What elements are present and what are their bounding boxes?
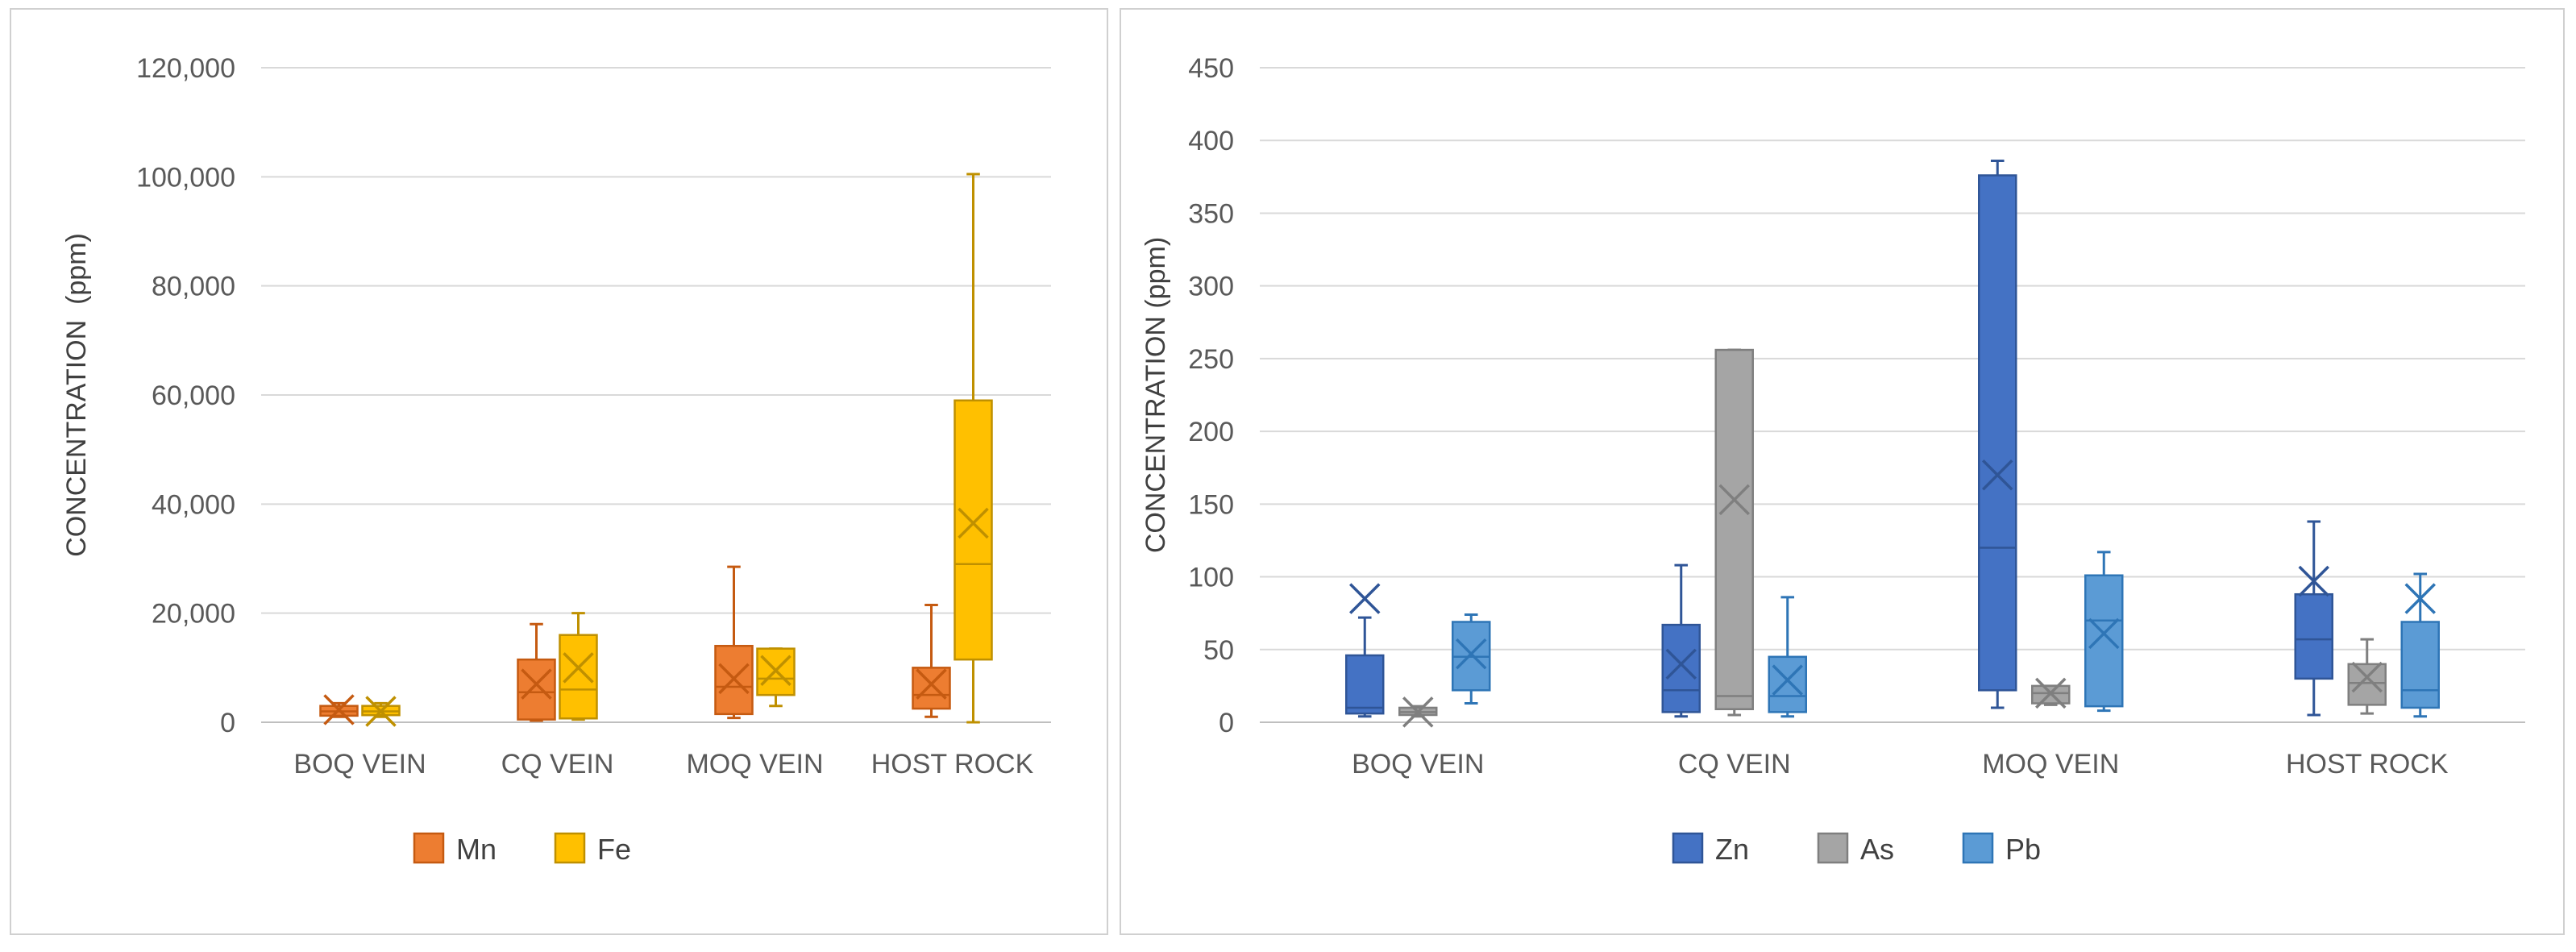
box-zn-moq-vein	[1978, 159, 2017, 709]
mean-marker	[1982, 459, 2013, 491]
mean-marker	[365, 696, 397, 727]
legend-label: As	[1860, 833, 1894, 866]
box-pb-moq-vein	[2084, 551, 2124, 713]
x-category-label: MOQ VEIN	[1982, 749, 2119, 779]
box-pb-boq-vein	[1452, 613, 1491, 705]
box-fe-cq-vein	[559, 612, 598, 721]
iqr-box	[2084, 574, 2124, 708]
y-tick-label: 120,000	[136, 53, 235, 84]
box-mn-moq-vein	[714, 565, 754, 720]
mean-marker	[2035, 677, 2067, 709]
legend-swatch	[1817, 832, 1849, 864]
box-zn-host-rock	[2294, 520, 2333, 717]
legend-item-pb: Pb	[1962, 832, 2041, 866]
box-mn-boq-vein	[319, 694, 359, 725]
box-as-moq-vein	[2031, 677, 2071, 709]
y-tick-label: 60,000	[152, 380, 235, 411]
iqr-box	[559, 634, 598, 720]
y-tick-label: 20,000	[152, 599, 235, 630]
mean-marker	[1402, 696, 1434, 728]
x-category-label: MOQ VEIN	[686, 749, 823, 779]
iqr-box	[1714, 348, 1754, 711]
box-pb-cq-vein	[1768, 596, 1807, 718]
x-category-label: CQ VEIN	[1678, 749, 1791, 779]
iqr-box	[2347, 663, 2387, 706]
x-category-label: BOQ VEIN	[293, 749, 426, 779]
chart-panel-zn-as-pb: 0 50 100 150 200 250 300 350 400 450 CONCENTRATION…	[1120, 8, 2565, 935]
mean-marker	[2298, 565, 2329, 597]
iqr-box	[954, 399, 993, 661]
y-axis-label: CONCENTRATION (ppm)	[1141, 237, 1171, 553]
legend-swatch	[554, 832, 586, 864]
iqr-box	[1661, 623, 1701, 713]
legend-swatch	[1962, 832, 1994, 864]
y-tick-label: 300	[1188, 272, 1234, 302]
mean-marker	[1772, 664, 1803, 696]
chart-panel-mn-fe: 0 20,000 40,000 60,000 80,000 100,000 120,000 C…	[10, 8, 1108, 935]
x-category-label: HOST ROCK	[2286, 749, 2449, 779]
box-as-host-rock	[2347, 638, 2387, 715]
mean-marker	[958, 507, 989, 539]
iqr-box	[912, 667, 951, 710]
y-tick-label: 40,000	[152, 489, 235, 520]
y-tick-label: 150	[1188, 489, 1234, 520]
x-category-label: HOST ROCK	[871, 749, 1034, 779]
box-fe-host-rock	[954, 173, 993, 724]
mean-marker	[916, 668, 947, 700]
iqr-box	[2294, 592, 2333, 680]
y-tick-label: 450	[1188, 53, 1234, 84]
box-fe-boq-vein	[361, 696, 401, 727]
y-tick-label: 0	[1219, 708, 1234, 738]
mean-marker	[521, 668, 552, 700]
zn-as-pb-boxplot: 0 50 100 150 200 250 300 350 400 450 CONCENTRATION…	[1141, 53, 2525, 866]
legend-item-fe: Fe	[554, 832, 631, 866]
box-zn-boq-vein	[1345, 583, 1385, 718]
y-tick-label: 350	[1188, 198, 1234, 229]
box-mn-host-rock	[912, 604, 951, 718]
iqr-box	[1978, 174, 2017, 692]
box-pb-host-rock	[2400, 572, 2440, 718]
iqr-box	[1345, 654, 1385, 715]
legend-label: Fe	[597, 833, 631, 866]
y-tick-label: 100	[1188, 563, 1234, 593]
legend-item-zn: Zn	[1672, 832, 1749, 866]
x-category-label: BOQ VEIN	[1352, 749, 1484, 779]
mean-marker	[1718, 484, 1750, 516]
mean-marker	[563, 652, 594, 684]
box-mn-cq-vein	[517, 622, 556, 722]
mean-marker	[1665, 648, 1697, 680]
box-as-cq-vein	[1714, 348, 1754, 717]
legend-label: Pb	[2005, 833, 2041, 866]
y-tick-label: 50	[1203, 635, 1234, 666]
box-as-boq-vein	[1398, 696, 1438, 728]
x-category-label: CQ VEIN	[501, 749, 614, 779]
legend-label: Mn	[456, 833, 497, 866]
mean-marker	[2351, 661, 2383, 693]
iqr-box	[517, 658, 556, 721]
box-zn-cq-vein	[1661, 563, 1701, 718]
legend-swatch	[1672, 832, 1704, 864]
mean-marker	[323, 694, 355, 725]
y-tick-label: 250	[1188, 344, 1234, 375]
iqr-box	[1768, 655, 1807, 713]
mean-marker	[1349, 583, 1381, 614]
mean-marker	[2088, 617, 2120, 650]
legend-item-as: As	[1817, 832, 1894, 866]
y-tick-label: 400	[1188, 126, 1234, 156]
mean-marker	[760, 655, 791, 686]
legend-label: Zn	[1715, 833, 1749, 866]
legend-swatch	[413, 832, 445, 864]
mean-marker	[718, 663, 750, 695]
legend-item-mn: Mn	[413, 832, 497, 866]
mn-fe-boxplot: 0 20,000 40,000 60,000 80,000 100,000 120,000 C…	[61, 53, 1051, 866]
y-tick-label: 0	[220, 708, 235, 738]
box-fe-moq-vein	[756, 647, 796, 708]
y-axis-label: CONCENTRATION (ppm)	[61, 233, 92, 557]
mean-marker	[1456, 638, 1487, 670]
y-tick-label: 100,000	[136, 162, 235, 193]
mean-marker	[2404, 583, 2436, 614]
iqr-box	[2400, 621, 2440, 709]
y-tick-label: 80,000	[152, 272, 235, 302]
y-tick-label: 200	[1188, 417, 1234, 447]
